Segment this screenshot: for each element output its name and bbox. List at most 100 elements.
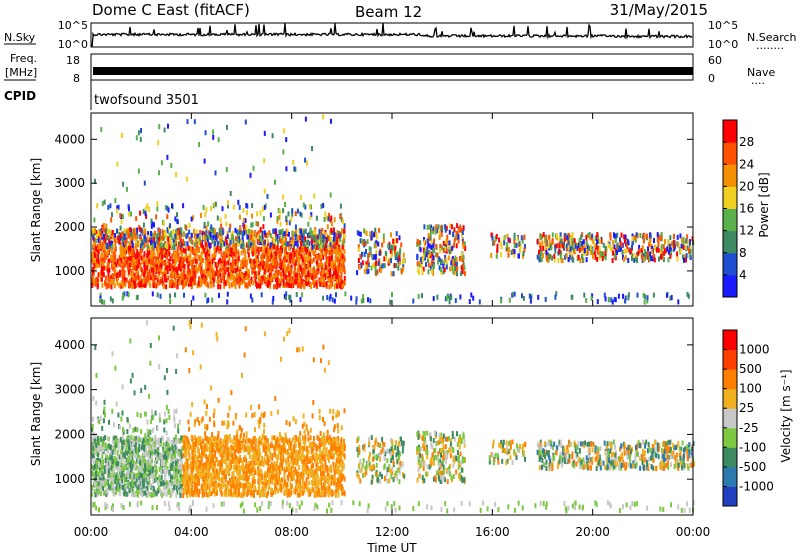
velocity-pixel <box>324 438 326 444</box>
power-pixel <box>513 235 516 241</box>
power-pixel <box>165 249 168 255</box>
power-pixel <box>549 243 552 249</box>
power-pixel <box>681 254 684 260</box>
power-pixel <box>427 254 430 260</box>
power-pixel <box>262 252 265 258</box>
power-pixel <box>337 274 340 280</box>
power-pixel <box>146 262 149 268</box>
power-pixel <box>187 263 190 269</box>
power-pixel <box>237 256 240 262</box>
power-pixel <box>304 273 307 279</box>
power-pixel <box>262 216 265 221</box>
power-pixel <box>116 272 119 278</box>
power-pixel <box>191 276 194 282</box>
power-pixel <box>312 257 315 263</box>
power-pixel <box>290 283 293 289</box>
power-pixel <box>282 128 285 134</box>
power-pixel <box>198 142 201 147</box>
power-pixel <box>207 258 210 264</box>
power-pixel <box>306 276 309 282</box>
power-pixel <box>138 282 141 288</box>
velocity-pixel <box>142 456 145 462</box>
power-pixel <box>537 294 540 300</box>
power-pixel <box>98 262 101 268</box>
velocity-pixel <box>108 456 111 462</box>
power-pixel <box>120 233 122 238</box>
power-pixel <box>301 233 304 239</box>
power-pixel <box>107 271 110 277</box>
power-pixel <box>329 192 332 198</box>
power-pixel <box>146 271 149 277</box>
velocity-pixel <box>301 479 304 485</box>
power-pixel <box>598 245 601 251</box>
power-pixel <box>161 245 164 251</box>
power-pixel <box>245 242 248 248</box>
power-pixel <box>140 267 143 273</box>
power-pixel <box>183 264 186 269</box>
power-pixel <box>318 243 321 249</box>
power-pixel <box>107 263 110 269</box>
power-pixel <box>651 248 654 254</box>
power-pixel <box>137 242 140 248</box>
power-pixel <box>435 252 437 258</box>
power-pixel <box>431 256 434 262</box>
power-pixel <box>290 239 293 245</box>
power-pixel <box>281 228 284 234</box>
power-pixel <box>261 235 264 241</box>
power-pixel <box>92 270 95 276</box>
power-pixel <box>449 248 452 254</box>
power-pixel <box>236 273 239 279</box>
power-pixel <box>226 267 229 273</box>
power-pixel <box>227 200 229 206</box>
power-pixel <box>137 274 140 280</box>
power-pixel <box>370 235 373 241</box>
power-pixel <box>136 249 139 255</box>
power-pixel <box>423 224 426 230</box>
power-pixel <box>250 263 253 268</box>
power-pixel <box>234 259 237 264</box>
power-pixel <box>611 245 614 251</box>
power-pixel <box>242 218 245 224</box>
power-pixel <box>286 277 289 283</box>
power-pixel <box>245 229 248 235</box>
power-pixel <box>123 280 125 286</box>
power-pixel <box>199 262 202 268</box>
power-pixel <box>211 259 214 264</box>
power-pixel <box>270 276 273 282</box>
power-pixel <box>496 248 499 254</box>
power-pixel <box>155 233 158 239</box>
power-pixel <box>255 262 258 268</box>
power-pixel <box>111 255 114 261</box>
power-pixel <box>200 251 203 257</box>
power-pixel <box>180 275 183 281</box>
power-pixel <box>93 248 96 254</box>
power-pixel <box>122 241 125 247</box>
velocity-pixel <box>179 438 182 443</box>
power-pixel <box>571 240 574 246</box>
power-pixel <box>315 281 318 287</box>
power-pixel <box>310 245 313 251</box>
power-pixel <box>290 216 293 222</box>
power-pixel <box>363 228 366 234</box>
power-pixel <box>336 266 339 272</box>
power-pixel <box>166 244 169 250</box>
power-pixel <box>181 250 184 255</box>
power-pixel <box>320 271 323 276</box>
power-pixel <box>470 292 473 298</box>
power-pixel <box>205 225 208 231</box>
power-pixel <box>284 237 287 243</box>
power-pixel <box>338 259 341 265</box>
power-pixel <box>569 236 572 242</box>
power-pixel <box>127 259 130 265</box>
power-pixel <box>300 272 303 278</box>
power-pixel <box>150 218 153 224</box>
power-pixel <box>124 234 127 240</box>
power-pixel <box>280 261 283 267</box>
power-pixel <box>387 243 390 249</box>
power-pixel <box>147 231 150 237</box>
power-pixel <box>653 257 656 263</box>
power-pixel <box>269 233 272 238</box>
power-pixel <box>652 292 655 298</box>
velocity-pixel <box>105 492 108 497</box>
power-pixel <box>171 244 174 250</box>
